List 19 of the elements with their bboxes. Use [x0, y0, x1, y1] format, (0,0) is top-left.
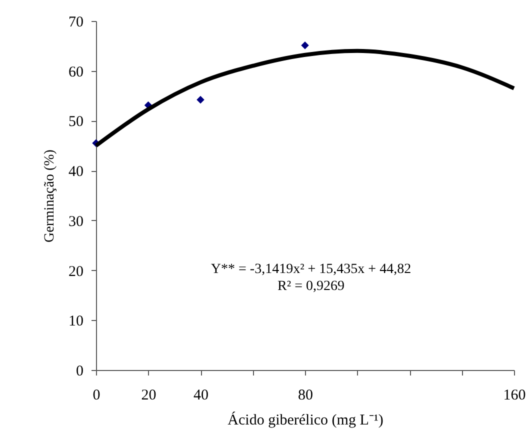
annotation: R² = 0,9269 — [278, 279, 344, 294]
y-tick-label: 0 — [76, 364, 84, 380]
annotation: Y** = -3,1419x² + 15,435x + 44,82 — [210, 262, 412, 277]
y-tick-label: 10 — [68, 314, 84, 330]
point — [196, 96, 204, 104]
x-axis-title: Ácido giberélico (mg L⁻¹) — [228, 412, 384, 428]
x-tick-label: 80 — [298, 388, 313, 404]
y-tick-label: 30 — [68, 214, 84, 230]
point — [301, 42, 309, 50]
y-tick-label: 20 — [68, 264, 84, 280]
y-tick-label: 70 — [68, 14, 84, 30]
x-tick-label: 0 — [92, 388, 100, 404]
x-tick-label: 160 — [503, 388, 526, 404]
y-axis-title: Germinação (%) — [42, 149, 58, 242]
y-tick-label: 40 — [68, 164, 84, 180]
y-tick-label: 50 — [68, 114, 84, 130]
x-tick-label: 20 — [141, 388, 156, 404]
y-tick-label: 60 — [68, 64, 84, 80]
x-tick-label: 40 — [194, 388, 208, 404]
